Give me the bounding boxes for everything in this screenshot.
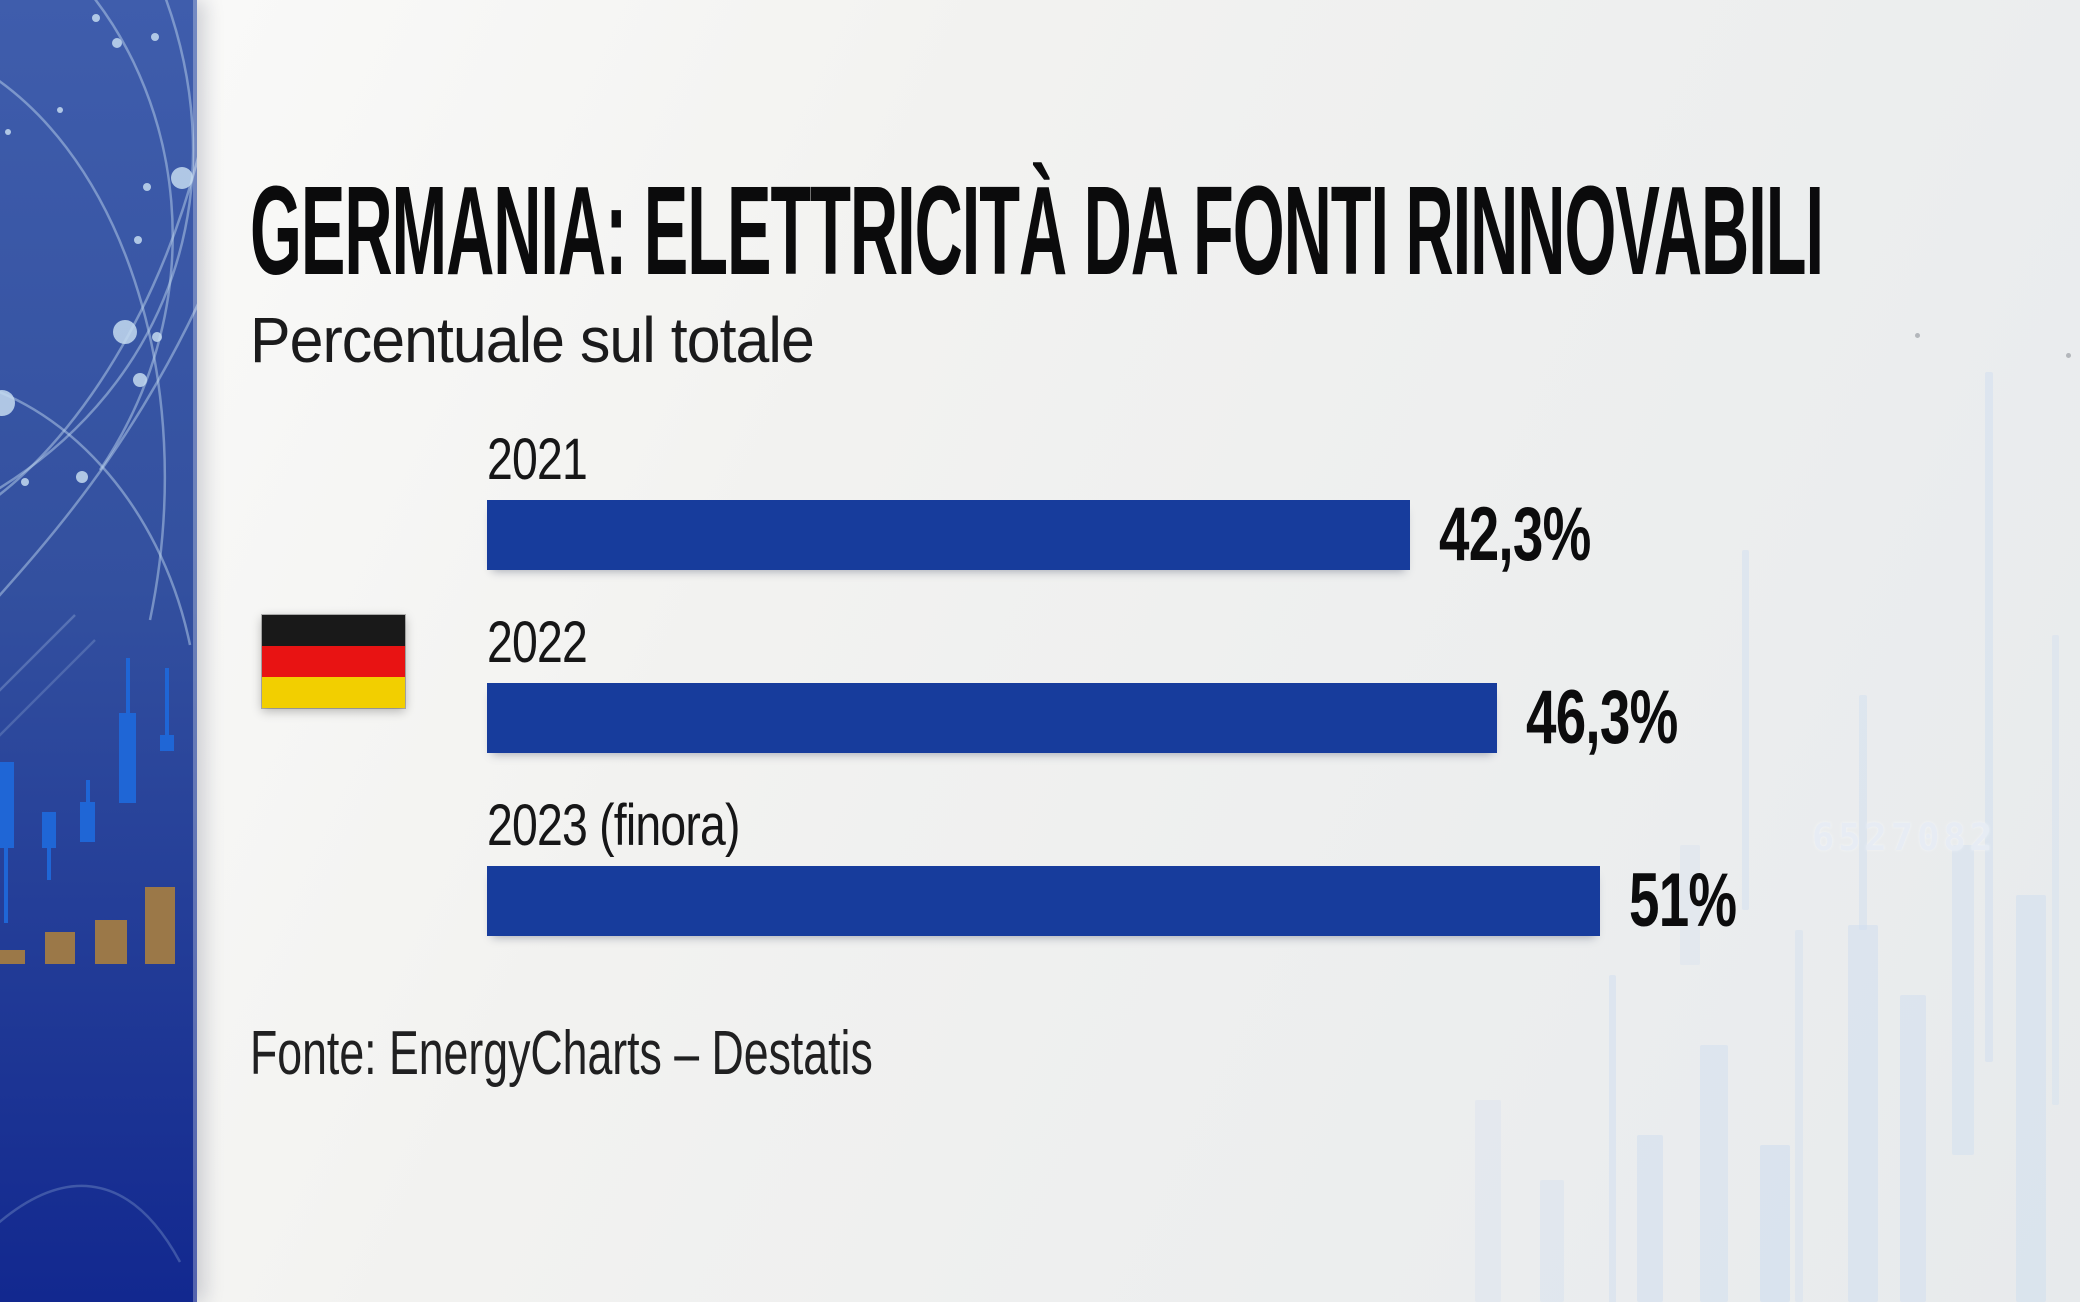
dust-speck [1915, 333, 1920, 338]
bar-line: 46,3% [487, 674, 1950, 760]
sidebar-edge-highlight [193, 0, 197, 1302]
dust-speck [2066, 353, 2071, 358]
source-credit-text: Fonte: EnergyCharts – Destatis [250, 1018, 873, 1088]
bar-label-text: 2023 (finora) [487, 792, 740, 858]
sidebar-background [0, 0, 197, 1302]
chart-subtitle-text: Percentuale sul totale [250, 304, 815, 376]
bar-value: 42,3% [1439, 491, 1650, 577]
bar-label: 2021 [487, 427, 1950, 492]
sidebar-bar-chart [0, 887, 175, 964]
bar-row-2021: 2021 42,3% [487, 427, 1950, 577]
source-credit: Fonte: EnergyCharts – Destatis [250, 1018, 1950, 1088]
constellation-nodes [0, 14, 193, 486]
ticker-digits: 6527082 [1812, 816, 1996, 859]
bar-fill-2022 [487, 682, 1497, 753]
bar-label-text: 2021 [487, 427, 588, 492]
bar-label: 2023 (finora) [487, 792, 1950, 858]
chart-title-text: GERMANIA: ELETTRICITÀ DA FONTI RINNOVABI… [250, 160, 1824, 301]
left-decor-panel [0, 0, 197, 1302]
bar-chart: 2021 42,3% 2022 46,3% [487, 427, 1950, 943]
chart-title: GERMANIA: ELETTRICITÀ DA FONTI RINNOVABI… [250, 168, 1950, 294]
bar-value-text: 46,3% [1526, 674, 1678, 760]
flag-stripe-gold [262, 677, 405, 708]
flag-stripe-red [262, 646, 405, 677]
sidebar-graphics [0, 0, 197, 1302]
bar-value-text: 42,3% [1439, 491, 1591, 577]
bar-line: 51% [487, 857, 1950, 943]
bar-label-text: 2022 [487, 609, 588, 675]
bar-line: 42,3% [487, 491, 1950, 577]
content-area: GERMANIA: ELETTRICITÀ DA FONTI RINNOVABI… [250, 0, 1950, 1085]
bar-row-2022: 2022 46,3% [487, 609, 1950, 760]
bar-label: 2022 [487, 609, 1950, 675]
bar-row-2023: 2023 (finora) 51% [487, 792, 1950, 943]
bar-fill-2021 [487, 499, 1410, 570]
bar-value: 46,3% [1526, 674, 1737, 760]
flag-stripe-black [262, 615, 405, 646]
bar-value: 51% [1629, 857, 1778, 943]
germany-flag [261, 614, 406, 709]
sidebar-candlesticks [0, 658, 174, 923]
bar-value-text: 51% [1629, 857, 1737, 943]
constellation-arcs [0, 0, 197, 1263]
bar-fill-2023 [487, 865, 1600, 936]
chart-subtitle: Percentuale sul totale [250, 308, 1950, 372]
